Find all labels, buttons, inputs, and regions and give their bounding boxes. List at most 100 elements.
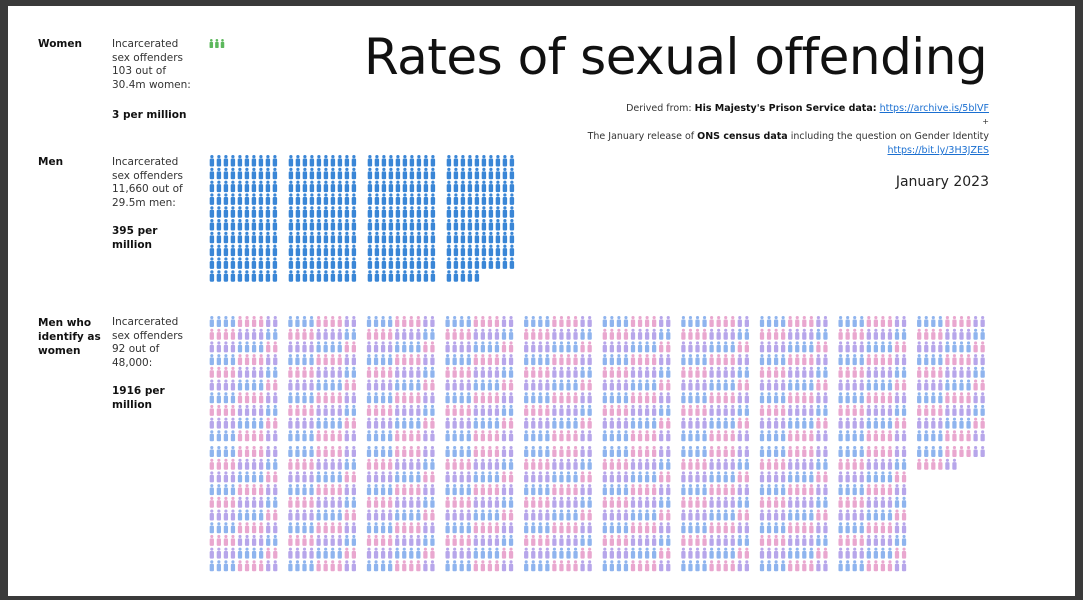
transwomen-icon [395, 392, 400, 404]
transwomen-icon [344, 496, 349, 508]
transwomen-icon [573, 417, 578, 429]
transwomen-icon [781, 392, 786, 404]
transwomen-icon [323, 316, 328, 327]
transwomen-icon [309, 496, 314, 508]
transwomen-icon [237, 430, 243, 442]
transwomen-icon [366, 446, 372, 457]
transwomen-icon [295, 522, 300, 534]
transwomen-icon [901, 560, 907, 572]
men-icon [395, 180, 401, 193]
men-icon [409, 231, 415, 244]
transwomen-icon [980, 404, 985, 416]
transwomen-icon [452, 341, 457, 353]
transwomen-icon [251, 560, 257, 572]
transwomen-icon [445, 560, 450, 572]
transwomen-icon [545, 316, 550, 327]
transwomen-icon [845, 547, 850, 559]
transwomen-icon [788, 404, 793, 416]
transwomen-icon [244, 547, 250, 559]
men-icon [374, 155, 380, 167]
transwomen-icon [466, 446, 471, 457]
men-icon [295, 180, 301, 193]
transwomen-icon [316, 484, 321, 496]
transwomen-icon [452, 404, 457, 416]
transwomen-icon [873, 471, 878, 483]
transwomen-icon [244, 404, 250, 416]
transwomen-icon [709, 560, 714, 572]
transwomen-icon [709, 471, 714, 483]
transwomen-icon [266, 341, 271, 353]
transwomen-icon [744, 522, 749, 534]
transwomen-icon [630, 392, 636, 404]
transwomen-icon [688, 534, 693, 546]
men-icon [251, 231, 257, 244]
transwomen-icon [538, 392, 543, 404]
transwomen-icon [917, 404, 922, 416]
transwomen-icon [531, 404, 536, 416]
transwomen-icon [809, 509, 814, 521]
men-icon [374, 257, 380, 269]
men-icon [323, 257, 329, 269]
men-icon [272, 180, 278, 193]
transwomen-icon [681, 328, 686, 340]
men-icon [265, 180, 271, 193]
transwomen-icon [616, 496, 622, 508]
transwomen-icon [945, 446, 950, 457]
transwomen-icon [866, 471, 871, 483]
men-icon [265, 206, 271, 218]
men-icon [351, 180, 357, 193]
transwomen-icon [430, 328, 435, 340]
transwomen-icon [630, 484, 636, 496]
transwomen-icon [302, 458, 307, 470]
transwomen-icon [759, 341, 765, 353]
transwomen-icon [538, 404, 543, 416]
transwomen-icon [666, 458, 671, 470]
transwomen-icon [209, 430, 214, 442]
transwomen-icon [866, 354, 871, 366]
transwomen-icon [388, 354, 393, 366]
transwomen-icon [524, 534, 529, 546]
transwomen-icon [244, 392, 250, 404]
transwomen-icon [716, 379, 721, 391]
transwomen-icon [480, 484, 485, 496]
men-icon [323, 219, 329, 231]
transwomen-icon [552, 446, 557, 457]
transwomen-icon [545, 560, 550, 572]
transwomen-icon [409, 484, 414, 496]
transwomen-icon [931, 316, 936, 327]
transwomen-icon [894, 417, 900, 429]
men-icon [323, 167, 329, 180]
transwomen-icon [873, 379, 878, 391]
transwomen-icon [873, 496, 878, 508]
transwomen-icon [380, 471, 386, 483]
transwomen-icon [216, 446, 221, 457]
transwomen-icon [587, 341, 592, 353]
transwomen-icon [416, 560, 421, 572]
transwomen-icon [316, 379, 321, 391]
prison-data-link[interactable]: https://archive.is/5blVF [879, 103, 989, 114]
transwomen-icon [852, 417, 857, 429]
transwomen-icon [702, 446, 707, 457]
transwomen-icon [237, 341, 243, 353]
transwomen-icon [409, 354, 414, 366]
transwomen-icon [702, 341, 707, 353]
transwomen-icon [566, 484, 571, 496]
transwomen-icon [580, 430, 585, 442]
transwomen-icon [351, 534, 356, 546]
transwomen-icon [209, 417, 214, 429]
transwomen-icon [388, 471, 393, 483]
transwomen-icon [223, 458, 229, 470]
transwomen-icon [602, 430, 607, 442]
transwomen-icon [566, 496, 571, 508]
men-icon [446, 206, 452, 218]
transwomen-icon [337, 471, 342, 483]
census-data-link[interactable]: https://bit.ly/3H3JZES [887, 145, 989, 156]
transwomen-icon [723, 458, 728, 470]
transwomen-icon [409, 534, 414, 546]
transwomen-icon [395, 354, 400, 366]
transwomen-icon [887, 522, 893, 534]
transwomen-icon [695, 446, 700, 457]
transwomen-icon [216, 484, 221, 496]
transwomen-icon [501, 496, 507, 508]
transwomen-icon [587, 430, 592, 442]
